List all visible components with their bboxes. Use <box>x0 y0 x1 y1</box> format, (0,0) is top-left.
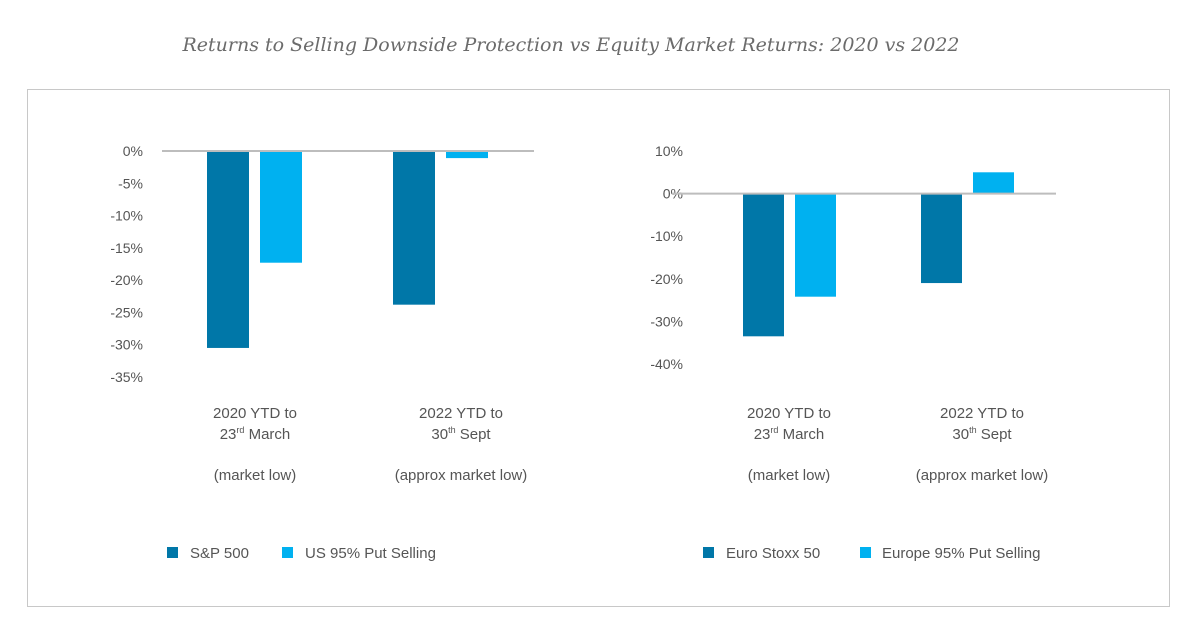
bar-s-p-500 <box>393 151 435 305</box>
category-label-line2: 23rd March <box>754 425 825 443</box>
y-tick-label: -20% <box>110 272 143 288</box>
chart-1: 0% -5% -10% -15% -20% -25% -30% -35% 2020 YTD to… <box>110 143 534 562</box>
chart-title: Returns to Selling Downside Protection v… <box>182 34 960 56</box>
bar-europe-95-put-selling <box>795 193 836 297</box>
category-label-line1: 2020 YTD to <box>213 405 297 422</box>
bar-us-95-put-selling <box>260 151 302 263</box>
y-tick-label: -25% <box>110 304 143 320</box>
y-tick-label: -35% <box>110 369 143 385</box>
legend-label: S&P 500 <box>190 545 249 562</box>
bar-us-95-put-selling <box>446 151 488 159</box>
bar-s-p-500 <box>207 151 249 348</box>
category-label-line3: (approx market low) <box>916 467 1049 484</box>
bar-euro-stoxx-50 <box>743 193 784 337</box>
bar-europe-95-put-selling <box>973 172 1014 194</box>
category-label-line3: (market low) <box>748 467 831 484</box>
category-label-line2: 23rd March <box>220 425 291 443</box>
legend-label: US 95% Put Selling <box>305 545 436 562</box>
category-label-line1: 2022 YTD to <box>940 405 1024 422</box>
y-tick-label: 0% <box>123 143 143 159</box>
legend-label: Europe 95% Put Selling <box>882 545 1040 562</box>
category-label-line3: (market low) <box>214 467 297 484</box>
y-tick-label: -5% <box>118 175 143 191</box>
y-tick-label: -15% <box>110 240 143 256</box>
legend-swatch <box>167 547 178 558</box>
y-tick-label: -10% <box>650 228 683 244</box>
category-label-line2: 30th Sept <box>952 425 1012 443</box>
y-tick-label: -30% <box>110 337 143 353</box>
y-tick-label: -20% <box>650 271 683 287</box>
bar-euro-stoxx-50 <box>921 193 962 284</box>
legend-swatch <box>860 547 871 558</box>
category-label-line1: 2022 YTD to <box>419 405 503 422</box>
y-tick-label: -10% <box>110 208 143 224</box>
y-tick-label: 10% <box>655 143 683 159</box>
legend-swatch <box>703 547 714 558</box>
y-tick-label: -30% <box>650 313 683 329</box>
legend-label: Euro Stoxx 50 <box>726 545 820 562</box>
legend-swatch <box>282 547 293 558</box>
chart-frame <box>27 89 1170 607</box>
category-label-line1: 2020 YTD to <box>747 405 831 422</box>
category-label-line3: (approx market low) <box>395 467 528 484</box>
category-label-line2: 30th Sept <box>431 425 491 443</box>
y-tick-label: -40% <box>650 356 683 372</box>
